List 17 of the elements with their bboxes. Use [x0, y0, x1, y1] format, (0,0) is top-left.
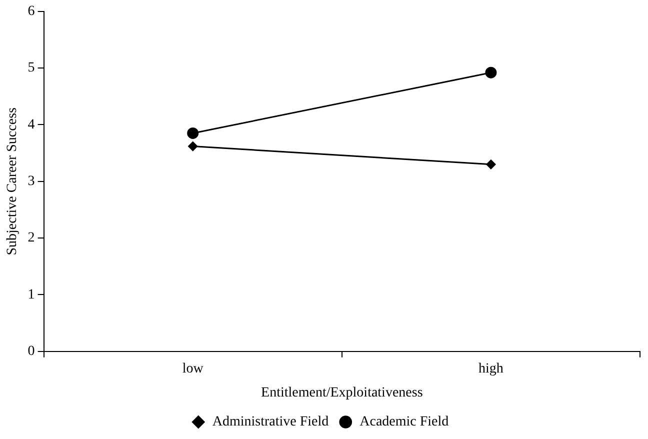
y-axis-title: Subjective Career Success: [5, 108, 20, 256]
y-tick-label: 0: [28, 344, 35, 360]
legend-label: Academic Field: [360, 414, 449, 430]
y-tick-label: 2: [28, 230, 35, 246]
y-tick-label: 3: [28, 174, 35, 190]
x-axis-title: Entitlement/Exploitativeness: [261, 385, 423, 400]
y-tick-label: 5: [28, 60, 35, 76]
point: [486, 160, 496, 170]
x-tick-label: low: [182, 361, 204, 376]
x-tick-label: high: [478, 361, 504, 376]
legend-label: Administrative Field: [212, 414, 329, 430]
point: [188, 142, 198, 152]
y-tick-label: 1: [28, 287, 35, 302]
y-tick-label: 6: [28, 4, 35, 20]
y-tick-label: 4: [28, 117, 35, 132]
point: [485, 66, 497, 78]
point: [187, 127, 199, 139]
